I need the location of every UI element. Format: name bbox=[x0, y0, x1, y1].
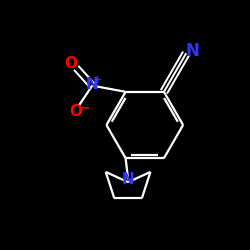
Text: O: O bbox=[64, 56, 77, 71]
Text: N: N bbox=[122, 172, 134, 188]
Text: −: − bbox=[79, 100, 90, 114]
Text: +: + bbox=[93, 75, 102, 85]
Text: N: N bbox=[186, 42, 199, 60]
Text: N: N bbox=[86, 77, 98, 92]
Text: O: O bbox=[69, 104, 82, 119]
